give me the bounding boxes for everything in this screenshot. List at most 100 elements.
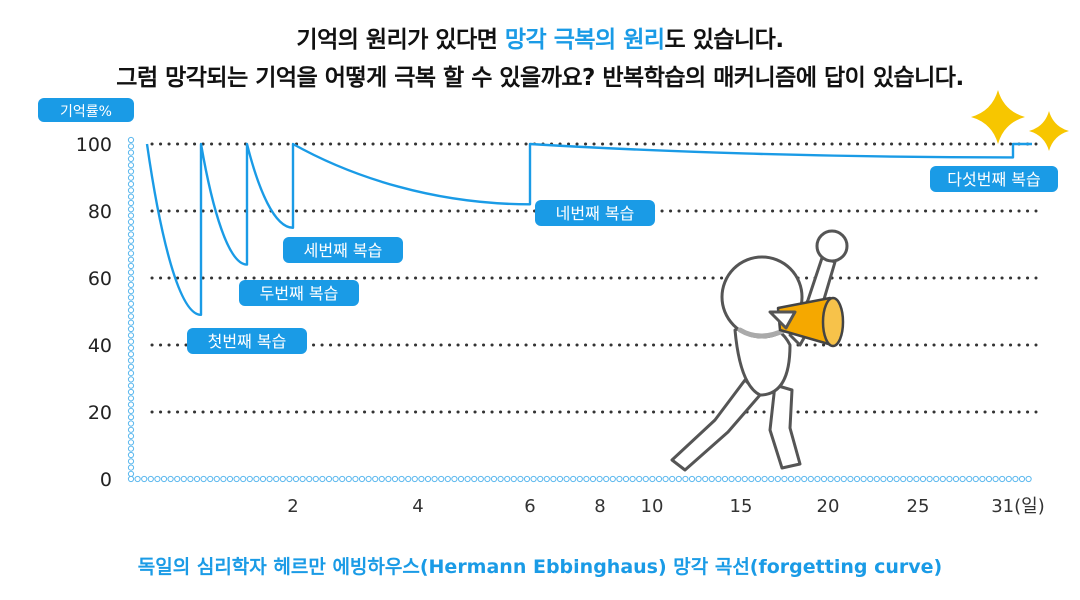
y-axis-dot — [127, 193, 135, 200]
x-axis-dot — [853, 475, 861, 483]
x-axis-dot — [273, 475, 280, 483]
y-axis-dot — [127, 407, 135, 414]
y-axis-dot — [127, 357, 135, 364]
x-axis-dot — [378, 475, 385, 483]
y-axis-dot — [127, 300, 135, 307]
x-tick-label: 15 — [730, 496, 753, 517]
x-axis-dot — [134, 475, 141, 483]
x-axis-dot — [504, 475, 511, 483]
y-axis-dot — [127, 136, 135, 144]
x-axis-dot — [444, 475, 451, 483]
y-axis-dot — [127, 388, 135, 396]
x-axis-dot — [187, 475, 194, 483]
x-axis-dot — [510, 475, 517, 483]
x-axis-dot — [933, 475, 940, 483]
x-axis-dot — [543, 475, 550, 483]
x-axis-dot — [774, 475, 781, 483]
x-axis-dot — [550, 475, 557, 483]
x-axis-dot — [233, 475, 240, 483]
y-axis-dot — [127, 269, 135, 276]
x-axis-dot — [306, 475, 313, 483]
y-axis-dot — [127, 281, 135, 288]
x-axis-dot — [603, 475, 610, 483]
x-axis-dot — [523, 475, 531, 483]
x-axis-dot — [939, 475, 946, 483]
x-axis-dot — [985, 475, 993, 483]
x-axis-dot — [246, 475, 253, 483]
x-axis-dot — [596, 475, 603, 483]
y-axis-dot — [127, 370, 135, 377]
x-tick-label: 25 — [907, 496, 930, 517]
y-axis-dot — [127, 206, 135, 213]
x-axis-dot — [424, 475, 432, 483]
x-axis-dot — [418, 475, 425, 483]
x-axis-dot — [814, 475, 821, 483]
y-axis-dot — [127, 231, 135, 238]
x-axis-dot — [847, 475, 854, 483]
y-axis-dot — [127, 458, 135, 465]
y-axis-dot — [127, 363, 135, 370]
x-axis-dot — [167, 475, 174, 483]
x-axis-dot — [966, 475, 973, 483]
x-axis-dot — [431, 475, 438, 483]
figure-hand — [768, 310, 797, 330]
x-axis-dot — [299, 475, 306, 483]
x-axis-dot — [358, 475, 366, 483]
y-axis-dot — [127, 439, 135, 446]
x-axis-dot — [451, 475, 458, 483]
headline-highlight: 망각 극복의 원리 — [504, 27, 665, 53]
x-axis-dot — [827, 475, 834, 483]
x-axis-dot — [834, 475, 841, 483]
y-axis-dot — [127, 174, 135, 181]
x-axis-dot — [484, 475, 491, 483]
x-axis-dot — [411, 475, 418, 483]
x-axis-dot — [154, 475, 161, 483]
figure-right-leg — [768, 383, 802, 470]
x-axis-dot — [570, 475, 577, 483]
x-axis-dot — [339, 475, 346, 483]
x-axis-dot — [972, 475, 979, 483]
y-axis-dot — [127, 464, 135, 471]
y-axis-dot — [127, 155, 135, 162]
y-axis-dot — [127, 313, 135, 320]
y-axis-dot — [127, 256, 135, 263]
x-axis-dot — [160, 475, 168, 483]
x-axis-dot — [880, 475, 887, 483]
x-axis-dot — [385, 475, 392, 483]
x-axis-dot — [675, 475, 682, 483]
x-axis-dot — [761, 475, 768, 483]
y-axis-dot — [127, 420, 135, 427]
x-axis-dot — [893, 475, 900, 483]
x-axis-dot — [1005, 475, 1012, 483]
x-axis-dot — [609, 475, 616, 483]
x-axis-dot — [147, 475, 154, 483]
x-axis-dot — [457, 475, 465, 483]
x-axis-dot — [992, 475, 999, 483]
x-axis-dot — [490, 475, 498, 483]
x-axis-dot — [207, 475, 214, 483]
x-axis-dot — [999, 475, 1006, 483]
x-axis-dot — [642, 475, 649, 483]
x-axis-dot — [193, 475, 201, 483]
y-axis-dot — [127, 325, 135, 333]
headline-line-1-pre: 기억의 원리가 있다면 — [296, 27, 505, 53]
x-axis-dot — [372, 475, 379, 483]
x-axis-dot — [702, 475, 709, 483]
x-axis-dot — [867, 475, 874, 483]
x-tick-label: 20 — [817, 496, 840, 517]
y-axis-label-badge — [38, 98, 134, 122]
y-axis-dot — [127, 294, 135, 301]
x-axis-dot — [926, 475, 933, 483]
x-axis-dot — [728, 475, 735, 483]
x-axis-dot — [517, 475, 524, 483]
x-axis-dot — [391, 475, 399, 483]
x-axis-dot — [398, 475, 405, 483]
x-axis-dot — [820, 475, 828, 483]
y-axis-dot — [127, 319, 135, 326]
x-axis-dot — [708, 475, 715, 483]
y-axis-dot — [127, 426, 135, 433]
x-axis-dot — [530, 475, 537, 483]
x-axis-dot — [213, 475, 220, 483]
x-axis-dot — [649, 475, 656, 483]
x-axis-dot — [636, 475, 643, 483]
